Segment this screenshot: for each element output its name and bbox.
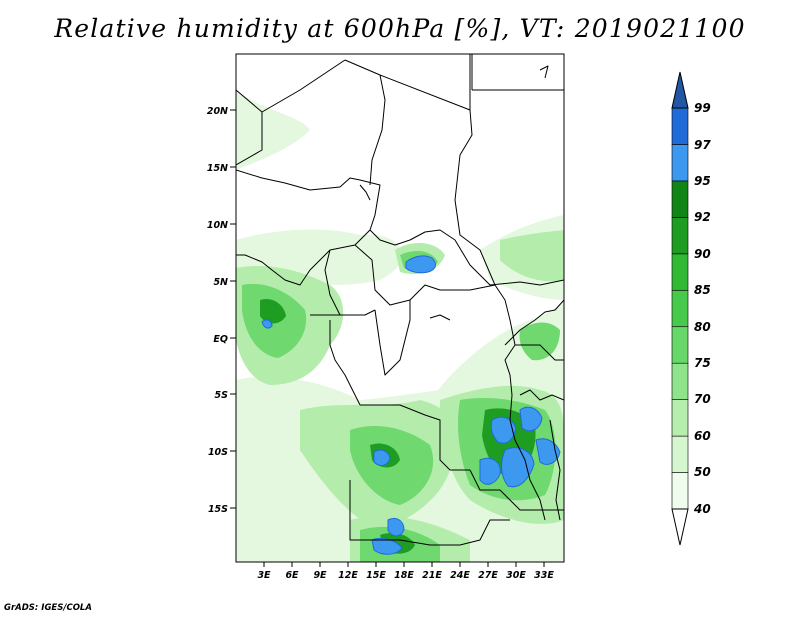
lon-label: 3E xyxy=(257,570,271,581)
colorbar-label: 95 xyxy=(694,174,711,188)
colorbar-label: 99 xyxy=(694,101,711,115)
colorbar-label: 80 xyxy=(694,320,711,334)
lon-label: 15E xyxy=(366,570,386,581)
credit-label: GrADS: IGES/COLA xyxy=(4,603,92,613)
colorbar-label: 97 xyxy=(694,138,711,152)
colorbar-box xyxy=(671,399,689,437)
colorbar-label: 70 xyxy=(694,392,711,406)
lat-label: 5S xyxy=(215,390,229,401)
colorbar-label: 50 xyxy=(694,465,711,479)
colorbar-top-arrow xyxy=(671,71,689,109)
country-borders xyxy=(236,54,564,546)
colorbar-label: 85 xyxy=(694,283,711,297)
chart-title: Relative humidity at 600hPa [%], VT: 201… xyxy=(54,14,746,43)
colorbar-label: 75 xyxy=(694,356,711,370)
lon-label: 6E xyxy=(285,570,299,581)
lon-label: 30E xyxy=(506,570,526,581)
lon-label: 24E xyxy=(450,570,470,581)
colorbar-box xyxy=(671,472,689,510)
colorbar-boxes xyxy=(671,107,689,510)
colorbar-box xyxy=(671,180,689,218)
lon-label: 21E xyxy=(422,570,442,581)
lat-label: 5N xyxy=(213,277,228,288)
lat-label: 15N xyxy=(207,163,228,174)
colorbar-box xyxy=(671,326,689,364)
lon-axis: 3E 6E 9E 12E 15E 18E 21E 24E 27E 30E 33E xyxy=(257,562,554,581)
colorbar-box xyxy=(671,289,689,328)
colorbar-label: 92 xyxy=(694,210,711,224)
lon-label: 33E xyxy=(534,570,554,581)
colorbar-box xyxy=(671,217,689,255)
humidity-field xyxy=(236,90,564,562)
lat-label: 15S xyxy=(208,504,228,515)
colorbar-box xyxy=(671,144,689,182)
lat-label: 10S xyxy=(208,447,228,458)
colorbar-box xyxy=(671,362,689,400)
colorbar-label: 60 xyxy=(694,429,711,443)
lat-axis: 20N 15N 10N 5N EQ 5S 10S 15S xyxy=(207,106,236,515)
colorbar-label: 90 xyxy=(694,247,711,261)
lat-label: 20N xyxy=(207,106,228,117)
lon-label: 9E xyxy=(313,570,327,581)
lon-label: 18E xyxy=(394,570,414,581)
lat-label: 10N xyxy=(207,220,228,231)
colorbar-bottom-arrow xyxy=(671,508,689,546)
colorbar: 40 50 60 70 75 80 85 90 92 95 97 99 xyxy=(671,71,711,546)
lon-label: 12E xyxy=(338,570,358,581)
colorbar-label: 40 xyxy=(693,502,711,516)
colorbar-box xyxy=(671,107,689,145)
lat-label: EQ xyxy=(213,334,228,345)
colorbar-box xyxy=(671,253,689,291)
colorbar-labels: 40 50 60 70 75 80 85 90 92 95 97 99 xyxy=(693,101,711,516)
lon-label: 27E xyxy=(478,570,498,581)
colorbar-box xyxy=(671,435,689,473)
plot-frame xyxy=(235,53,565,563)
